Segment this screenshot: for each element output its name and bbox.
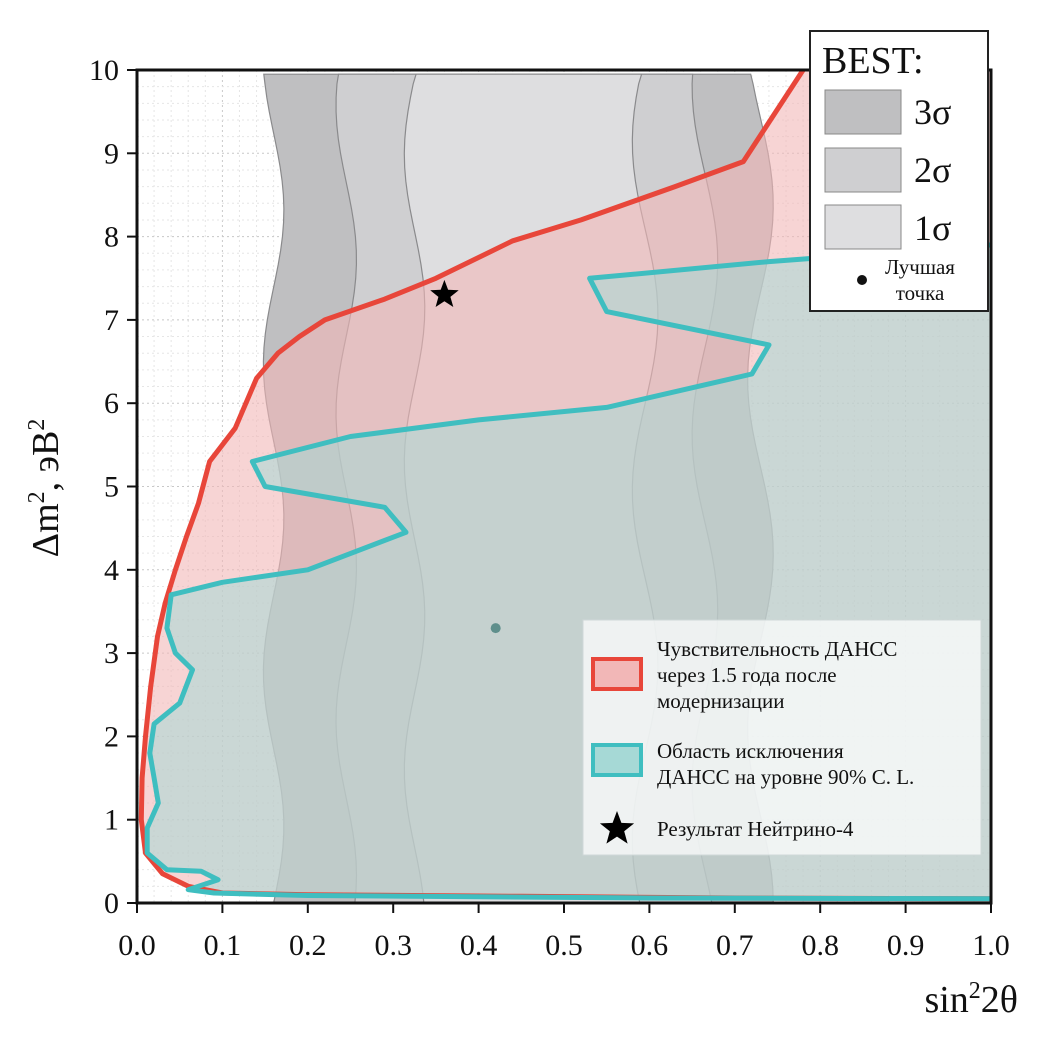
legend-neutrino4-label: Результат Нейтрино-4 [657,817,854,841]
legend-swatch-2sigma [824,147,902,193]
y-tick-label: 3 [104,637,119,670]
x-tick-label: 1.0 [972,929,1010,962]
legend-label-2sigma: 2σ [914,150,951,190]
x-tick-label: 0.9 [887,929,925,962]
y-tick-label: 4 [104,554,119,587]
legend-sensitivity-line3: модернизации [657,689,785,713]
y-tick-label: 1 [104,804,119,837]
best-legend-title: BEST: [822,40,924,82]
y-tick-label: 2 [104,720,119,753]
legend-sensitivity-line1: Чувствительность ДАНСС [657,637,897,661]
y-axis-ticks: 0 1 2 3 4 5 6 7 8 9 10 [89,54,137,920]
x-tick-label: 0.8 [801,929,839,962]
x-axis-title: sin22θ [924,978,1018,1021]
legend-swatch-3sigma [824,89,902,135]
main-legend-frame [582,619,982,856]
x-tick-label: 0.5 [545,929,583,962]
y-tick-label: 9 [104,137,119,170]
x-tick-label: 0.1 [204,929,242,962]
best-point-marker [490,623,501,634]
legend-swatch-exclusion [591,743,643,777]
legend-star-icon [599,811,635,844]
y-tick-label: 10 [89,54,119,87]
x-tick-label: 0.0 [118,929,156,962]
y-axis-title: Δm2, эВ2 [24,419,67,558]
legend-best-point-line1: Лучшая [885,255,955,279]
y-tick-label: 5 [104,471,119,504]
best-legend: BEST: 3σ 2σ 1σ Лучшая точка [809,30,989,312]
main-legend: Чувствительность ДАНСС через 1.5 года по… [582,619,982,856]
legend-sensitivity-line2: через 1.5 года после [657,663,837,687]
legend-label-3sigma: 3σ [914,92,951,132]
legend-label-1sigma: 1σ [914,208,951,248]
x-tick-label: 0.2 [289,929,327,962]
legend-exclusion-line2: ДАНСС на уровне 90% C. L. [657,765,914,789]
legend-swatch-sensitivity [591,657,643,691]
legend-swatch-1sigma [824,204,902,250]
exclusion-curve [144,242,991,902]
legend-best-point-line2: точка [896,281,945,305]
x-tick-label: 0.4 [460,929,498,962]
neutrino4-star-marker [430,279,459,307]
legend-best-point-dot [857,275,867,285]
y-tick-label: 6 [104,387,119,420]
y-tick-label: 0 [104,887,119,920]
legend-exclusion-line1: Область исключения [657,739,844,763]
x-tick-label: 0.7 [716,929,754,962]
x-tick-label: 0.3 [374,929,412,962]
y-tick-label: 7 [104,304,119,337]
x-axis-ticks: 0.0 0.1 0.2 0.3 0.4 0.5 0.6 0.7 0.8 0.9 1.0 [118,903,1010,962]
y-tick-label: 8 [104,221,119,254]
x-tick-label: 0.6 [631,929,669,962]
